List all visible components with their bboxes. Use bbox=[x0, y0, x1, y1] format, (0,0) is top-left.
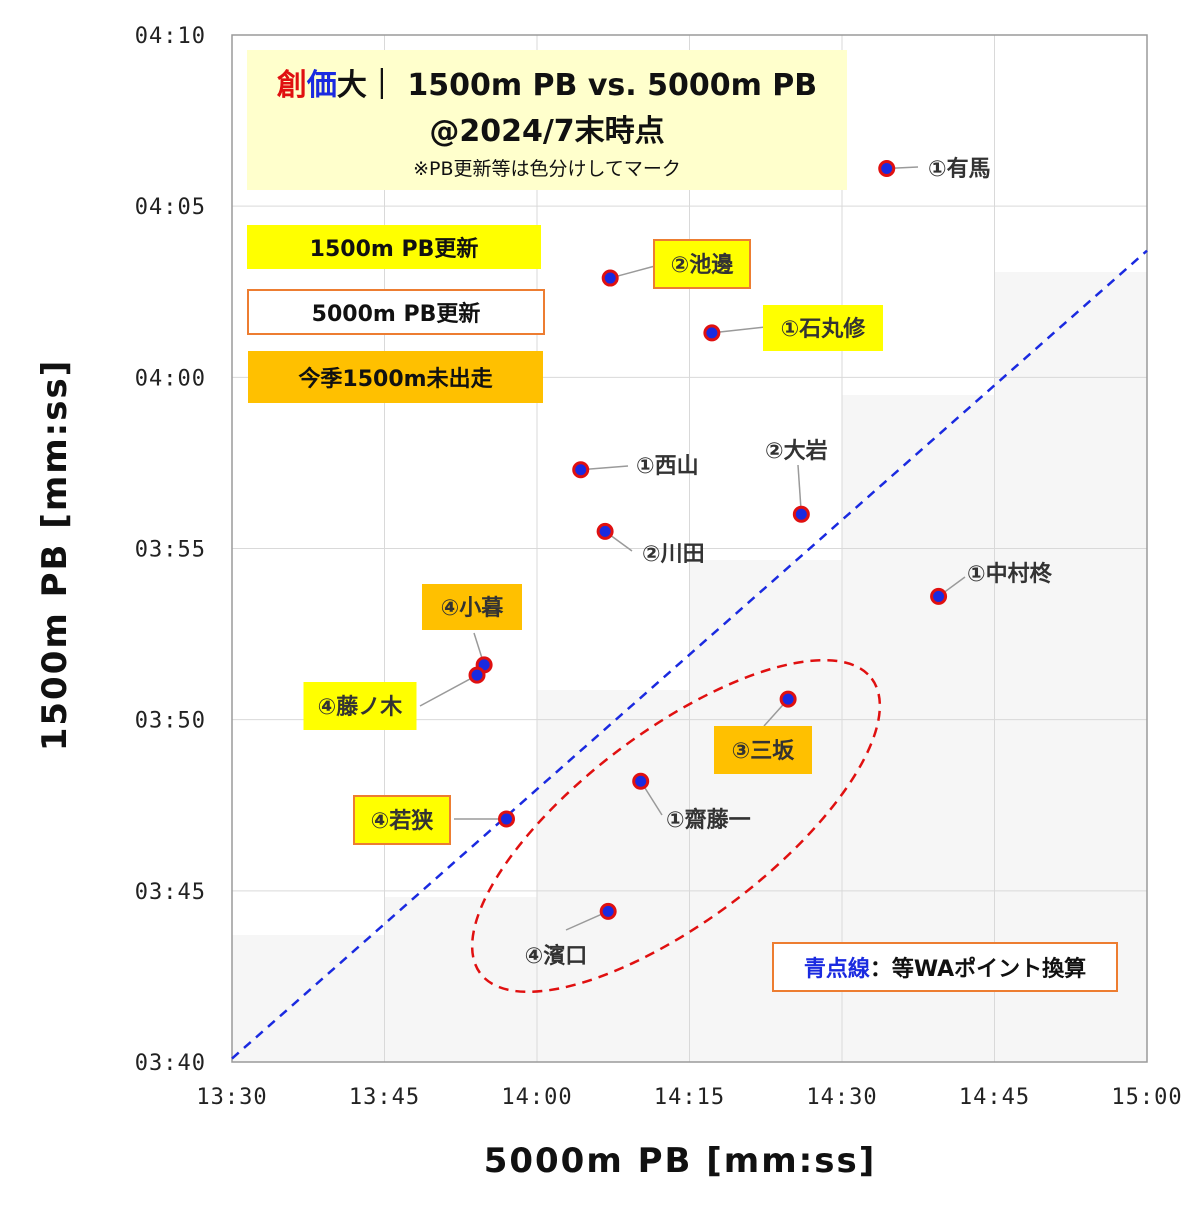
leader-line bbox=[419, 674, 478, 707]
wa-note-prefix: 青点線 bbox=[803, 957, 870, 982]
y-tick-labels: 03:40 03:45 03:50 03:55 04:00 04:05 04:10 bbox=[135, 24, 206, 1076]
point-label: ①齋藤一 bbox=[666, 807, 751, 833]
title-rest: ｜ 1500m PB vs. 5000m PB bbox=[366, 67, 818, 103]
data-point bbox=[878, 160, 896, 178]
point-label-box bbox=[353, 795, 451, 845]
point-label-box bbox=[763, 305, 883, 351]
data-point bbox=[779, 690, 797, 708]
x-tick-label: 15:00 bbox=[1111, 1085, 1182, 1110]
point-label: ①有馬 bbox=[928, 156, 991, 182]
x-tick-label: 14:00 bbox=[501, 1085, 572, 1110]
x-tick-label: 13:45 bbox=[349, 1085, 420, 1110]
data-point bbox=[572, 461, 590, 479]
y-tick-label: 04:00 bbox=[135, 366, 206, 391]
y-tick-label: 03:40 bbox=[135, 1051, 206, 1076]
point-label: ③三坂 bbox=[732, 739, 796, 764]
point-label: ②川田 bbox=[642, 542, 705, 567]
y-axis-title: 1500m PB [mm:ss] bbox=[35, 359, 75, 752]
legend-1500m-pb: 1500m PB更新 bbox=[247, 225, 541, 269]
x-axis-title: 5000m PB [mm:ss] bbox=[484, 1141, 877, 1181]
chart-title: 創価大｜ 1500m PB vs. 5000m PB bbox=[277, 60, 817, 104]
x-tick-labels: 13:30 13:45 14:00 14:15 14:30 14:45 15:00 bbox=[196, 1085, 1182, 1110]
point-label: ④小暮 bbox=[441, 596, 505, 621]
wa-note-suffix: ：等WAポイント換算 bbox=[869, 957, 1087, 982]
legend-not-run: 今季1500m未出走 bbox=[248, 351, 543, 403]
background-band bbox=[995, 272, 1147, 1062]
title-char-1: 創 bbox=[276, 67, 307, 103]
leader-line bbox=[711, 326, 766, 334]
point-label: ④藤ノ木 bbox=[318, 694, 404, 720]
point-label-box bbox=[714, 726, 812, 774]
x-tick-label: 13:30 bbox=[196, 1085, 267, 1110]
data-point bbox=[596, 522, 614, 540]
point-label-box bbox=[422, 584, 522, 630]
title-char-2: 価 bbox=[306, 67, 337, 103]
data-point bbox=[601, 269, 619, 287]
chart-title-box: 創価大｜ 1500m PB vs. 5000m PB @2024/7末時点 ※P… bbox=[247, 50, 847, 190]
plot-area-border bbox=[231, 34, 1148, 1063]
point-label: ②池邊 bbox=[671, 252, 734, 278]
background-band bbox=[232, 935, 385, 1062]
y-tick-label: 04:10 bbox=[135, 24, 206, 49]
wa-line-note: 青点線 ：等WAポイント換算 bbox=[772, 942, 1118, 992]
chart-subtitle-note: ※PB更新等は色分けしてマーク bbox=[413, 157, 681, 180]
point-label: ①西山 bbox=[636, 454, 699, 479]
background-band bbox=[537, 690, 690, 1062]
chart-subtitle-date: @2024/7末時点 bbox=[429, 113, 665, 149]
y-tick-label: 03:45 bbox=[135, 880, 206, 905]
data-point bbox=[703, 324, 721, 342]
point-label-box bbox=[653, 239, 751, 289]
data-markers bbox=[468, 160, 948, 920]
legend-5000m-pb: 5000m PB更新 bbox=[247, 289, 545, 335]
equal-wa-line bbox=[231, 249, 1148, 1060]
highlight-ellipse bbox=[470, 658, 882, 994]
point-label: ①中村柊 bbox=[967, 561, 1053, 587]
background-band bbox=[385, 897, 537, 1062]
point-label: ④若狭 bbox=[371, 808, 434, 834]
x-tick-label: 14:45 bbox=[959, 1085, 1030, 1110]
point-label: ④濱口 bbox=[525, 944, 588, 969]
y-tick-label: 03:55 bbox=[135, 538, 206, 563]
point-label: ②大岩 bbox=[765, 439, 828, 464]
point-label: ①石丸修 bbox=[781, 316, 867, 342]
data-point bbox=[792, 505, 810, 523]
point-label-box bbox=[303, 682, 417, 730]
data-point bbox=[930, 587, 948, 605]
title-char-3: 大 bbox=[336, 67, 367, 103]
x-tick-label: 14:30 bbox=[806, 1085, 877, 1110]
data-point bbox=[498, 810, 515, 828]
data-point bbox=[468, 666, 486, 684]
point-labels: ①有馬 ②池邊 ①石丸修 ①西山 ②大岩 ②川田 ①中村柊 ④小暮 ④藤ノ木 ③三坂 ①齋藤一 ④若狭… bbox=[303, 156, 1053, 969]
y-tick-label: 04:05 bbox=[135, 195, 206, 220]
x-tick-label: 14:15 bbox=[654, 1085, 725, 1110]
data-point bbox=[599, 902, 617, 920]
y-tick-label: 03:50 bbox=[135, 709, 206, 734]
data-point bbox=[632, 772, 650, 790]
